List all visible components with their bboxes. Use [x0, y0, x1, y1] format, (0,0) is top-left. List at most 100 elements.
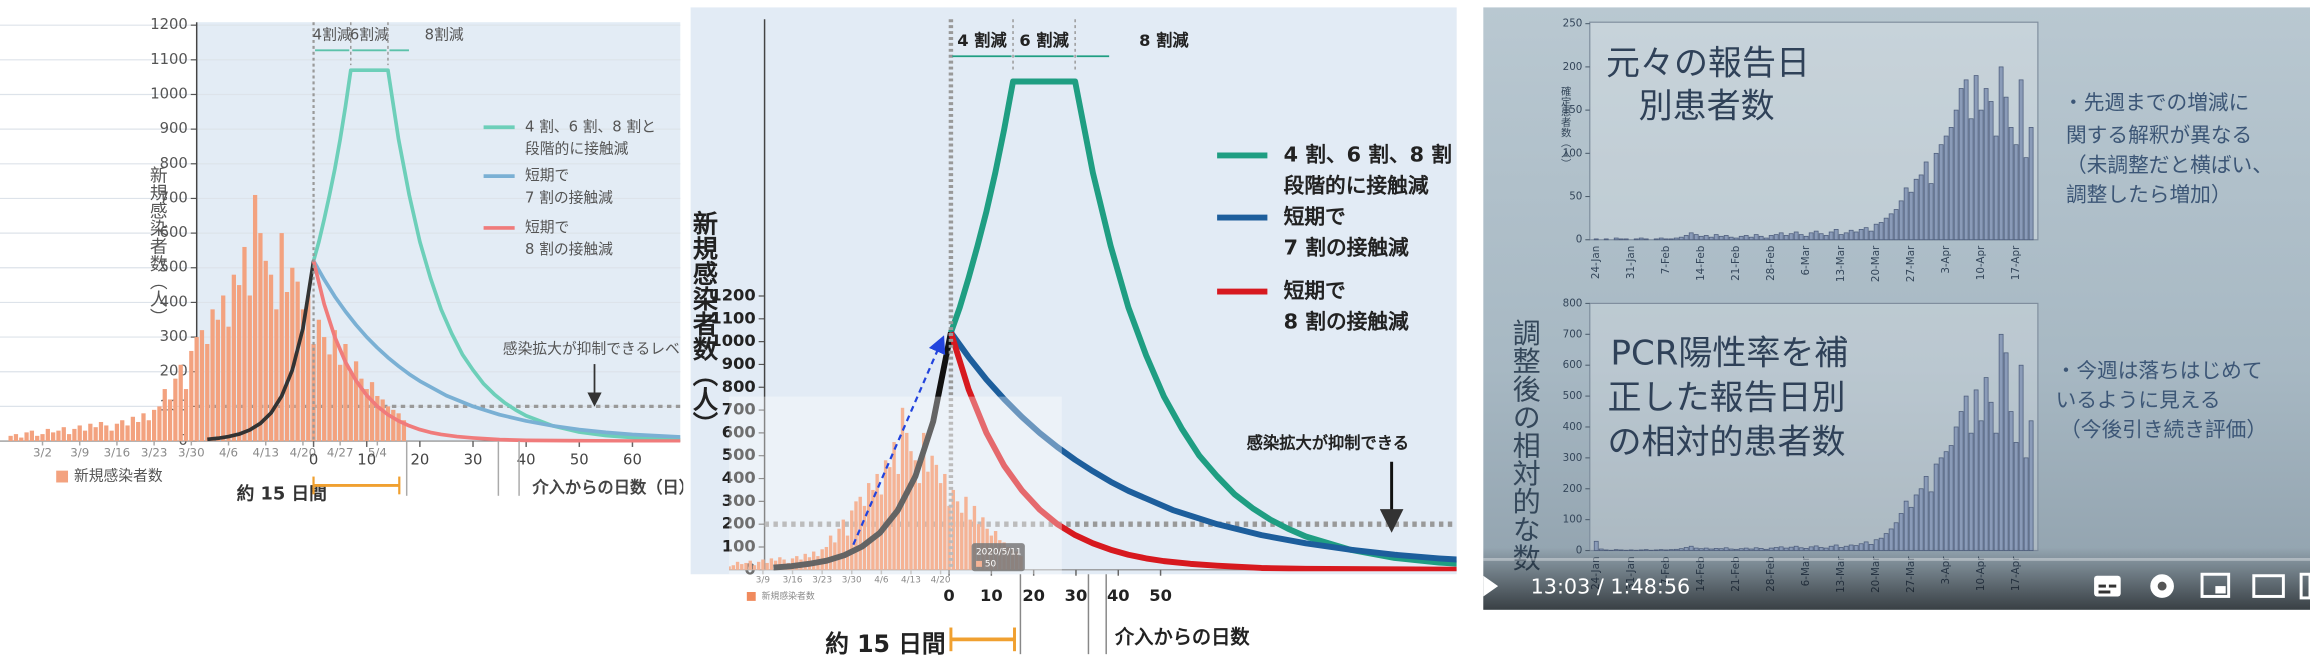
- phase-label: 4 割減: [957, 31, 1007, 50]
- bar: [327, 354, 332, 442]
- bar: [757, 561, 761, 570]
- bar: [51, 432, 56, 442]
- annotation: 感染拡大が抑制できるレベ: [503, 340, 680, 357]
- x-tick-label: 3/2: [33, 445, 52, 459]
- play-button[interactable]: [1483, 575, 1499, 597]
- bar: [1888, 528, 1894, 551]
- bar: [972, 505, 977, 570]
- bar: [1928, 491, 1934, 551]
- bar: [921, 432, 926, 570]
- x-tick-label: 3/30: [178, 445, 205, 459]
- bar: [2023, 157, 2029, 241]
- bar: [735, 561, 740, 570]
- bar: [1993, 135, 1999, 241]
- bar: [247, 295, 252, 442]
- line-series: [948, 330, 1457, 563]
- bar: [114, 423, 120, 442]
- bar: [765, 562, 769, 570]
- bar: [731, 565, 736, 570]
- bar: [837, 528, 841, 570]
- annotation: 感染拡大が抑制できる: [1247, 433, 1409, 452]
- bar: [892, 442, 896, 570]
- x-tick-label: 3/9: [70, 445, 89, 459]
- bar: [268, 274, 274, 442]
- chart-title: 別患者数: [1639, 87, 1775, 127]
- chart-panel: 0100200300400500600700800900100011001200…: [0, 16, 695, 504]
- bar: [40, 434, 45, 442]
- line-series: [311, 259, 681, 439]
- plot-area: [8, 68, 681, 443]
- bar: [1788, 233, 1794, 241]
- x-tick-label: 24-Jan: [1590, 246, 1602, 279]
- bar: [1918, 174, 1924, 241]
- line-series: [207, 260, 316, 442]
- bar: [1978, 109, 1984, 241]
- bar: [740, 564, 744, 570]
- subtitles-button[interactable]: [2094, 575, 2121, 597]
- x-axis-label: 介入からの日数（日）: [531, 478, 695, 497]
- x-tick-label: 4/6: [219, 445, 238, 459]
- bar: [1918, 488, 1924, 551]
- bar: [862, 505, 867, 570]
- x-tick-label: 31-Jan: [1625, 246, 1637, 279]
- fullscreen-button[interactable]: [2299, 572, 2310, 600]
- bar: [226, 326, 231, 442]
- bar: [8, 435, 13, 442]
- annotation: ・今週は落ちはじめて: [2056, 358, 2263, 382]
- y-tick-label: 50: [1569, 191, 1582, 203]
- y-tick-label: 200: [1563, 483, 1583, 495]
- bar: [189, 350, 194, 442]
- x-tick-label: 0: [943, 586, 954, 605]
- bar: [1678, 236, 1684, 241]
- bar: [748, 560, 752, 570]
- x-tick-label: 14-Feb: [1695, 246, 1707, 281]
- bar: [968, 519, 972, 570]
- bar: [1893, 522, 1899, 551]
- x-tick-label: 40: [517, 451, 536, 468]
- bar: [13, 434, 19, 442]
- bar: [951, 489, 955, 570]
- phase-label: 6 割減: [1019, 31, 1069, 50]
- y-tick-label: 100: [722, 536, 756, 555]
- x-tick-label: 50: [1149, 586, 1172, 605]
- y-axis-label: 確定患者数（人）: [1559, 85, 1571, 169]
- settings-button[interactable]: [2150, 574, 2174, 598]
- bar: [136, 421, 141, 442]
- bar: [252, 194, 258, 442]
- bar: [2003, 352, 2009, 551]
- bar: [1753, 234, 1759, 241]
- bar: [2018, 364, 2024, 551]
- bar: [769, 558, 774, 570]
- y-tick-label: 400: [160, 293, 188, 310]
- bar: [729, 566, 731, 570]
- overlay-layer: 13:03 / 1:48:56: [312, 335, 2310, 655]
- bar: [322, 337, 327, 442]
- bar: [125, 425, 130, 442]
- legend-label: 段階的に接触減: [1284, 173, 1429, 197]
- annotation: （未調整だと横ばい、: [2066, 153, 2273, 177]
- bar: [1883, 217, 1889, 241]
- bar: [900, 407, 905, 570]
- bar: [871, 489, 875, 570]
- bar: [875, 473, 879, 570]
- control-bar: [1483, 547, 2310, 610]
- x-tick-label: 5/4: [368, 445, 387, 459]
- bar: [1953, 109, 1959, 241]
- bar: [1683, 235, 1689, 241]
- miniplayer-button[interactable]: [2200, 572, 2231, 598]
- bar: [306, 295, 311, 442]
- x-tick-label: 3/16: [783, 576, 803, 586]
- bar: [1913, 494, 1919, 551]
- legend-swatch: [746, 592, 756, 601]
- bar: [1653, 238, 1659, 241]
- bar: [364, 389, 369, 442]
- x-tick-label: 30: [1065, 586, 1088, 605]
- bar: [348, 371, 353, 442]
- bar: [258, 233, 263, 442]
- video-frame: [1483, 7, 2310, 610]
- bar: [82, 430, 88, 442]
- bar: [1868, 230, 1874, 241]
- x-tick-label: 20-Mar: [1870, 245, 1882, 282]
- bar: [215, 319, 221, 442]
- theater-button[interactable]: [2252, 574, 2285, 598]
